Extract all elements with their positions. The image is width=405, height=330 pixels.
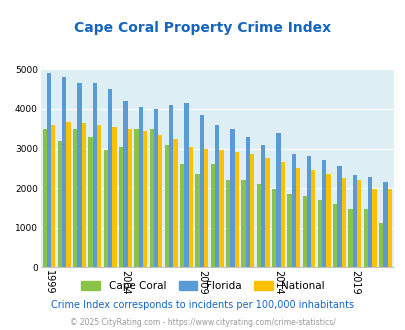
Bar xyxy=(47,73,51,267)
Bar xyxy=(188,147,192,267)
Bar xyxy=(66,122,70,267)
Bar xyxy=(256,184,260,267)
Bar xyxy=(302,196,306,267)
Bar xyxy=(317,200,321,267)
Bar xyxy=(195,174,199,267)
Bar xyxy=(108,89,112,267)
Bar xyxy=(184,103,188,267)
Bar xyxy=(58,141,62,267)
Bar xyxy=(62,77,66,267)
Bar xyxy=(326,174,330,267)
Bar xyxy=(204,148,208,267)
Bar xyxy=(143,131,147,267)
Bar xyxy=(104,150,108,267)
Bar xyxy=(286,194,291,267)
Bar xyxy=(164,145,169,267)
Bar xyxy=(97,125,101,267)
Bar xyxy=(210,164,215,267)
Bar xyxy=(352,176,356,267)
Bar xyxy=(275,133,280,267)
Bar xyxy=(77,83,81,267)
Bar xyxy=(295,168,299,267)
Bar xyxy=(153,109,158,267)
Bar xyxy=(387,189,391,267)
Bar xyxy=(158,135,162,267)
Bar xyxy=(378,223,382,267)
Bar xyxy=(321,160,326,267)
Bar xyxy=(310,170,315,267)
Bar xyxy=(149,129,153,267)
Bar xyxy=(264,158,269,267)
Bar xyxy=(226,180,230,267)
Bar xyxy=(347,209,352,267)
Bar xyxy=(180,164,184,267)
Bar xyxy=(367,177,371,267)
Bar xyxy=(332,204,337,267)
Bar xyxy=(127,129,132,267)
Bar xyxy=(234,152,238,267)
Bar xyxy=(363,209,367,267)
Bar xyxy=(173,139,177,267)
Legend: Cape Coral, Florida, National: Cape Coral, Florida, National xyxy=(78,278,327,294)
Bar xyxy=(356,180,360,267)
Bar xyxy=(371,189,375,267)
Bar xyxy=(291,154,295,267)
Bar xyxy=(245,137,249,267)
Bar xyxy=(280,162,284,267)
Bar xyxy=(249,154,254,267)
Bar xyxy=(382,182,387,267)
Text: Crime Index corresponds to incidents per 100,000 inhabitants: Crime Index corresponds to incidents per… xyxy=(51,300,354,310)
Bar xyxy=(123,101,127,267)
Bar xyxy=(215,125,219,267)
Bar xyxy=(138,107,143,267)
Bar xyxy=(199,115,204,267)
Bar xyxy=(169,105,173,267)
Bar xyxy=(260,145,264,267)
Bar xyxy=(306,156,310,267)
Text: © 2025 CityRating.com - https://www.cityrating.com/crime-statistics/: © 2025 CityRating.com - https://www.city… xyxy=(70,318,335,327)
Bar xyxy=(81,123,86,267)
Bar xyxy=(112,127,116,267)
Bar xyxy=(337,166,341,267)
Bar xyxy=(51,125,55,267)
Text: Cape Coral Property Crime Index: Cape Coral Property Crime Index xyxy=(74,21,331,35)
Bar xyxy=(88,137,92,267)
Bar xyxy=(341,178,345,267)
Bar xyxy=(43,129,47,267)
Bar xyxy=(230,129,234,267)
Bar xyxy=(241,180,245,267)
Bar xyxy=(134,129,138,267)
Bar xyxy=(92,83,97,267)
Bar xyxy=(119,147,123,267)
Bar xyxy=(219,150,223,267)
Bar xyxy=(271,189,275,267)
Bar xyxy=(73,129,77,267)
